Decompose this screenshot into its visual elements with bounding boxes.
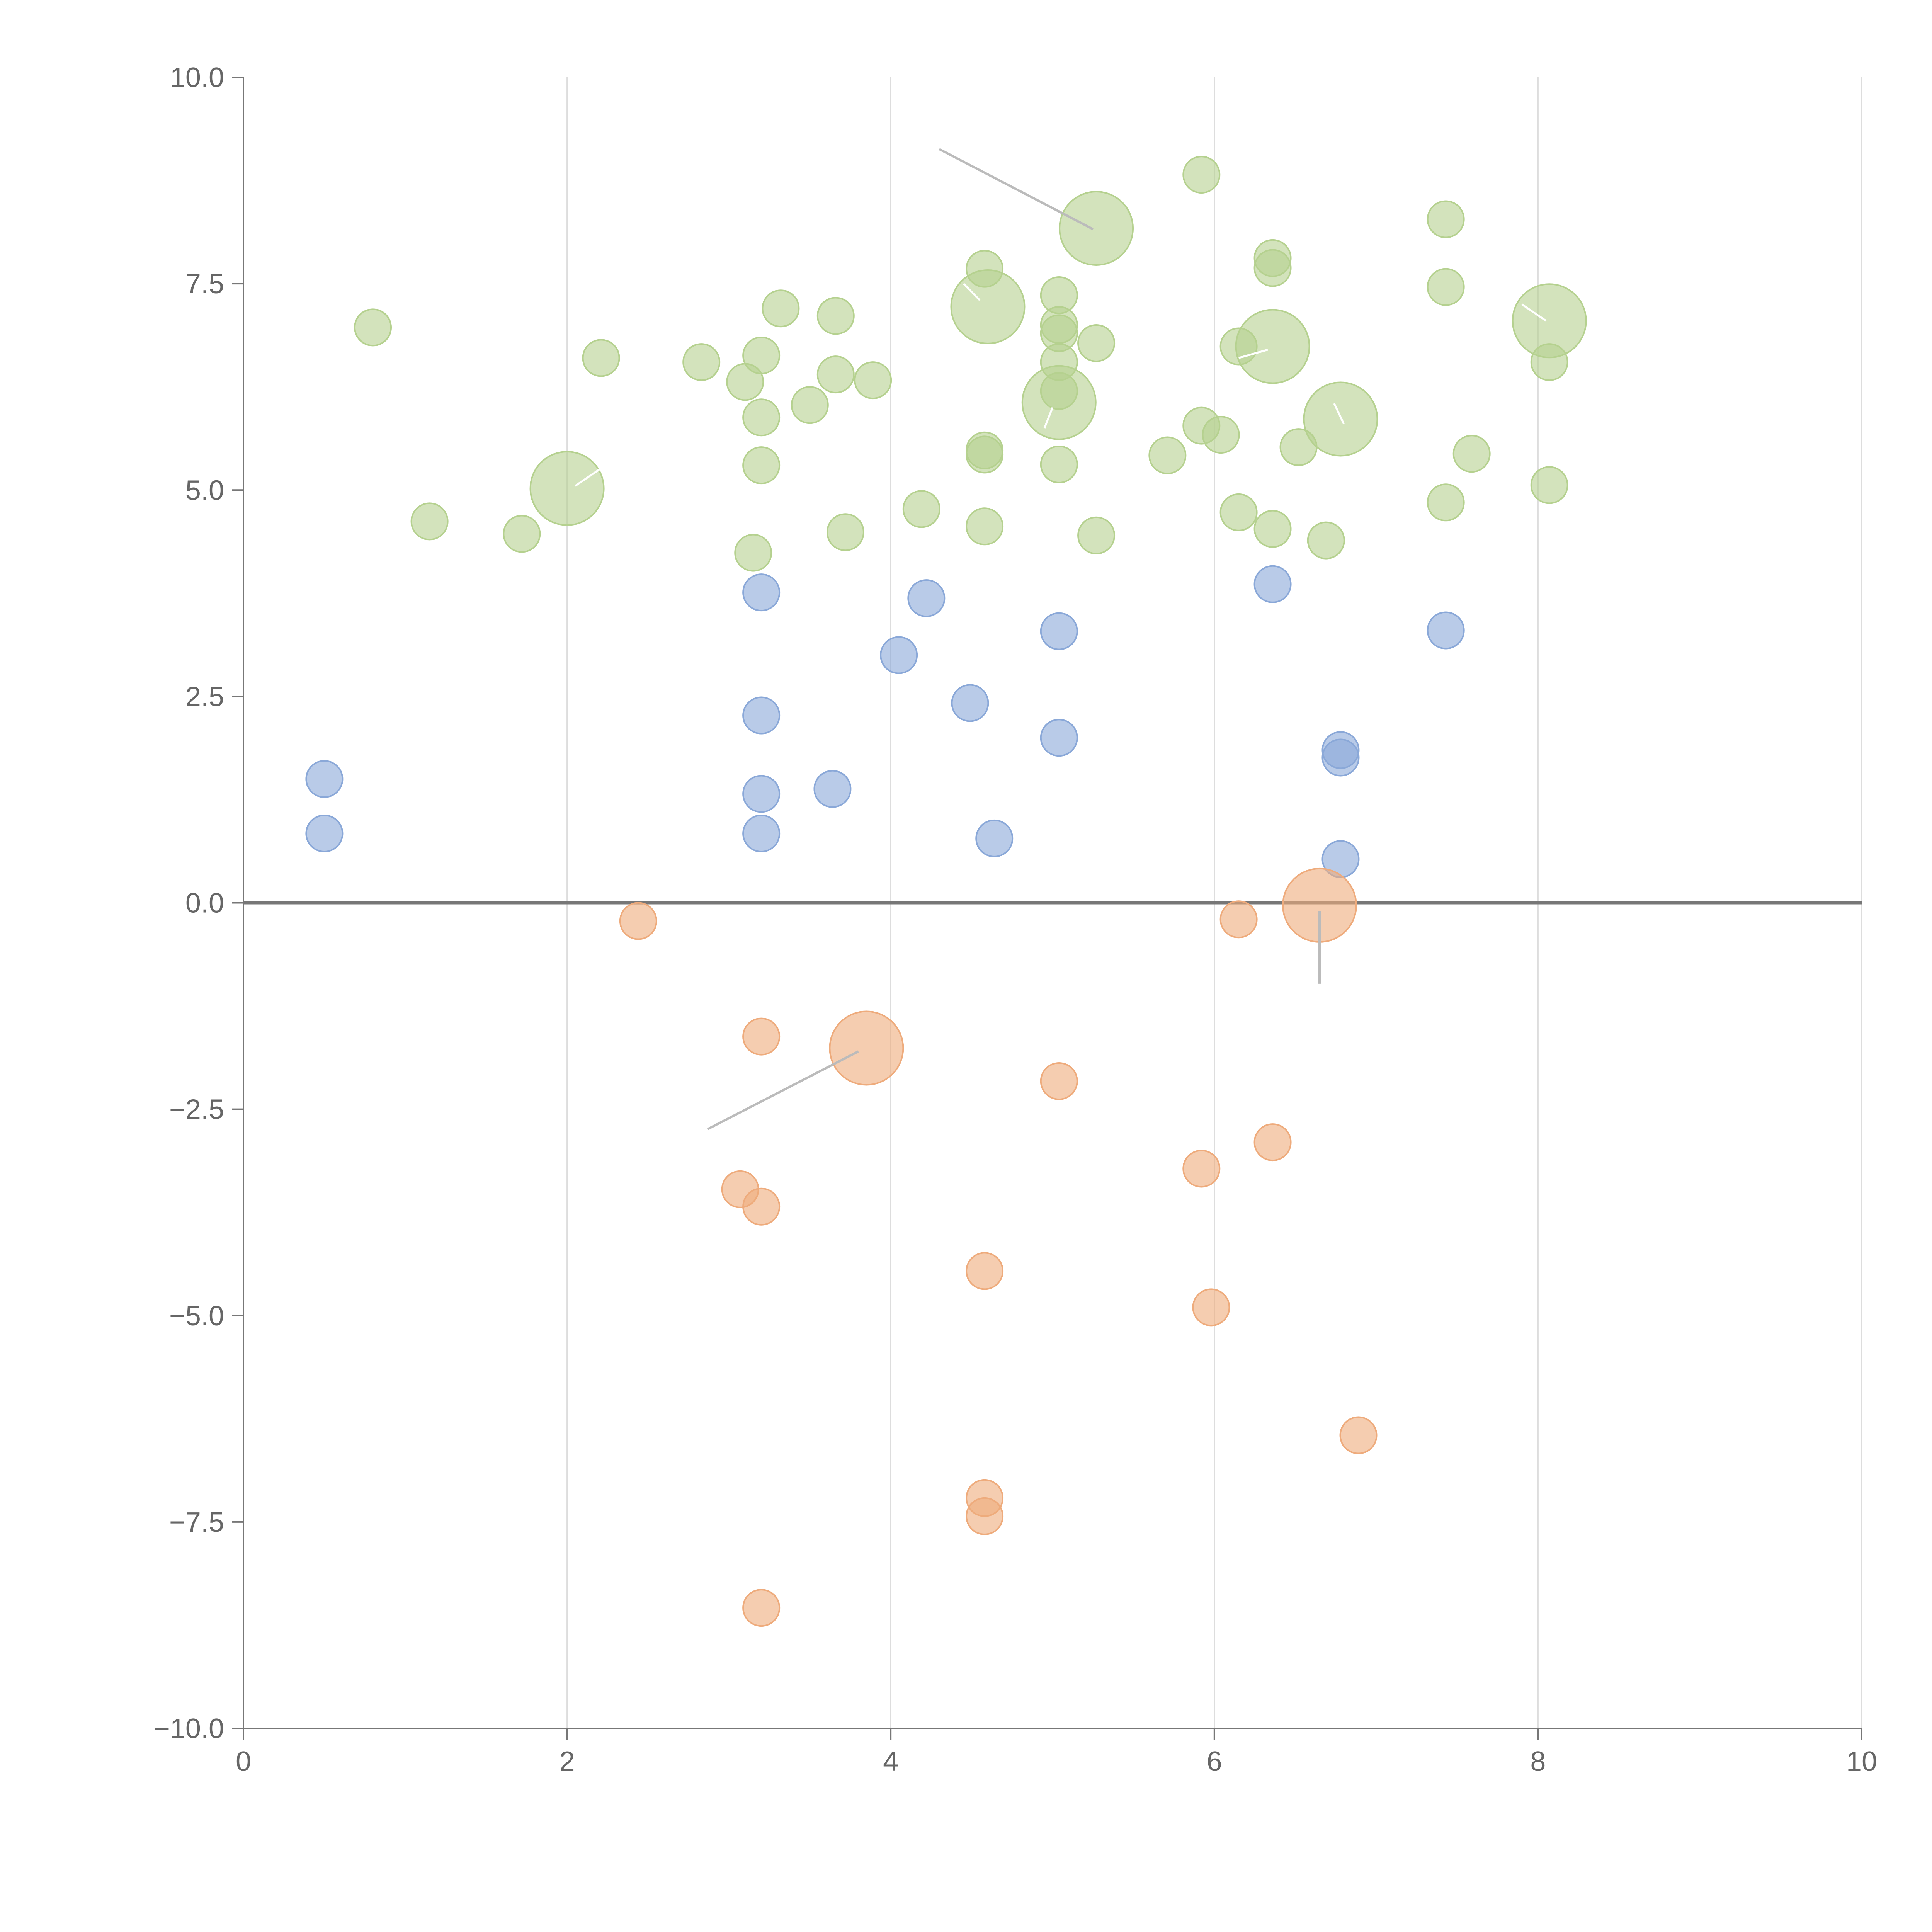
- point-blue-8: [907, 579, 946, 617]
- leader-line-4: [963, 283, 981, 301]
- point-green-19: [966, 435, 1004, 474]
- point-green-42: [1427, 483, 1465, 522]
- point-orange-12: [1253, 1123, 1292, 1162]
- point-blue-4: [742, 775, 781, 813]
- leader-line-1: [707, 1050, 859, 1130]
- point-green-43: [1452, 435, 1491, 473]
- point-orange-5: [966, 1252, 1004, 1290]
- point-green-8: [742, 446, 781, 485]
- point-blue-3: [742, 696, 781, 735]
- x-tick-label-0: 0: [236, 1746, 251, 1777]
- y-tick-label-2: 5.0: [185, 475, 224, 506]
- point-green-45: [1530, 466, 1568, 504]
- point-green-2: [503, 515, 541, 553]
- y-tick-label-0: 10.0: [170, 62, 224, 93]
- point-green-27: [1077, 324, 1116, 362]
- point-green-13: [816, 297, 855, 335]
- highlight-point-green-4: [1235, 309, 1310, 384]
- point-blue-6: [813, 770, 852, 808]
- point-green-34: [1219, 493, 1258, 531]
- y-tick-label-8: −10.0: [154, 1713, 224, 1744]
- point-blue-7: [880, 636, 918, 674]
- point-green-4: [682, 343, 721, 381]
- x-tick-label-2: 4: [883, 1746, 898, 1777]
- leader-line-3: [575, 468, 600, 487]
- point-green-39: [1307, 521, 1345, 560]
- leader-line-5: [1043, 407, 1054, 429]
- point-green-11: [791, 386, 829, 424]
- point-green-37: [1253, 510, 1292, 548]
- axis-ticks: 0 2 4 6 8 10 10.0 7.5 5.0 2.5 0.0 −2.5 −5.0 −7.5 −10.0: [154, 62, 1877, 1777]
- point-blue-2: [742, 573, 781, 612]
- point-blue-9: [951, 684, 989, 722]
- point-green-30: [1182, 156, 1221, 194]
- y-tick-label-7: −7.5: [169, 1507, 224, 1538]
- point-blue-11: [1040, 612, 1078, 650]
- point-orange-8: [1040, 1062, 1078, 1100]
- point-orange-4: [742, 1589, 781, 1627]
- point-blue-5: [742, 815, 781, 853]
- point-orange-0: [619, 902, 657, 940]
- leader-line-6: [1238, 349, 1268, 359]
- point-green-6: [742, 337, 781, 375]
- point-green-9: [734, 534, 772, 572]
- x-tick-label-3: 6: [1207, 1746, 1222, 1777]
- point-green-16: [902, 490, 940, 528]
- y-tick-label-1: 7.5: [185, 269, 224, 299]
- y-tick-label-6: −5.0: [169, 1301, 224, 1332]
- point-green-1: [410, 502, 449, 541]
- point-orange-10: [1192, 1288, 1230, 1327]
- point-green-14: [826, 513, 864, 551]
- point-blue-13: [1253, 565, 1292, 603]
- leader-line-8: [1521, 303, 1547, 322]
- leader-line-0: [939, 148, 1094, 230]
- highlight-point-green-0: [529, 451, 605, 526]
- point-green-0: [354, 308, 392, 347]
- point-orange-7: [966, 1497, 1004, 1535]
- point-blue-0: [305, 760, 344, 798]
- x-tick-label-5: 10: [1846, 1746, 1877, 1777]
- point-green-3: [582, 339, 620, 377]
- point-orange-1: [742, 1017, 781, 1056]
- point-green-7: [742, 398, 781, 437]
- x-tick-label-4: 8: [1530, 1746, 1546, 1777]
- y-tick-label-3: 2.5: [185, 681, 224, 712]
- point-green-32: [1202, 416, 1240, 454]
- point-green-40: [1427, 200, 1465, 238]
- highlight-point-green-6: [1512, 283, 1587, 359]
- point-green-15: [854, 361, 892, 400]
- leader-lines: [575, 148, 1547, 1130]
- data-points: [305, 156, 1587, 1627]
- point-green-12: [816, 355, 855, 394]
- point-orange-3: [742, 1187, 781, 1226]
- point-orange-13: [1339, 1416, 1378, 1454]
- point-orange-9: [1182, 1150, 1221, 1188]
- point-blue-15: [1321, 738, 1360, 777]
- point-green-10: [762, 289, 800, 328]
- x-tick-label-1: 2: [560, 1746, 575, 1777]
- y-tick-label-4: 0.0: [185, 888, 224, 919]
- point-blue-10: [975, 819, 1014, 857]
- point-green-20: [966, 507, 1004, 546]
- highlight-point-green-3: [1021, 365, 1097, 440]
- point-green-41: [1427, 268, 1465, 306]
- point-green-29: [1148, 436, 1187, 474]
- point-blue-12: [1040, 719, 1078, 757]
- y-tick-label-5: −2.5: [169, 1094, 224, 1125]
- point-blue-1: [305, 815, 344, 853]
- point-blue-17: [1427, 611, 1465, 650]
- point-green-28: [1077, 516, 1116, 554]
- highlight-point-green-1: [950, 269, 1026, 344]
- leader-line-7: [1333, 403, 1345, 425]
- point-orange-11: [1219, 900, 1258, 939]
- highlight-point-orange-0: [829, 1010, 904, 1086]
- highlight-point-green-2: [1059, 190, 1134, 266]
- point-green-26: [1040, 446, 1078, 484]
- point-green-36: [1253, 249, 1292, 287]
